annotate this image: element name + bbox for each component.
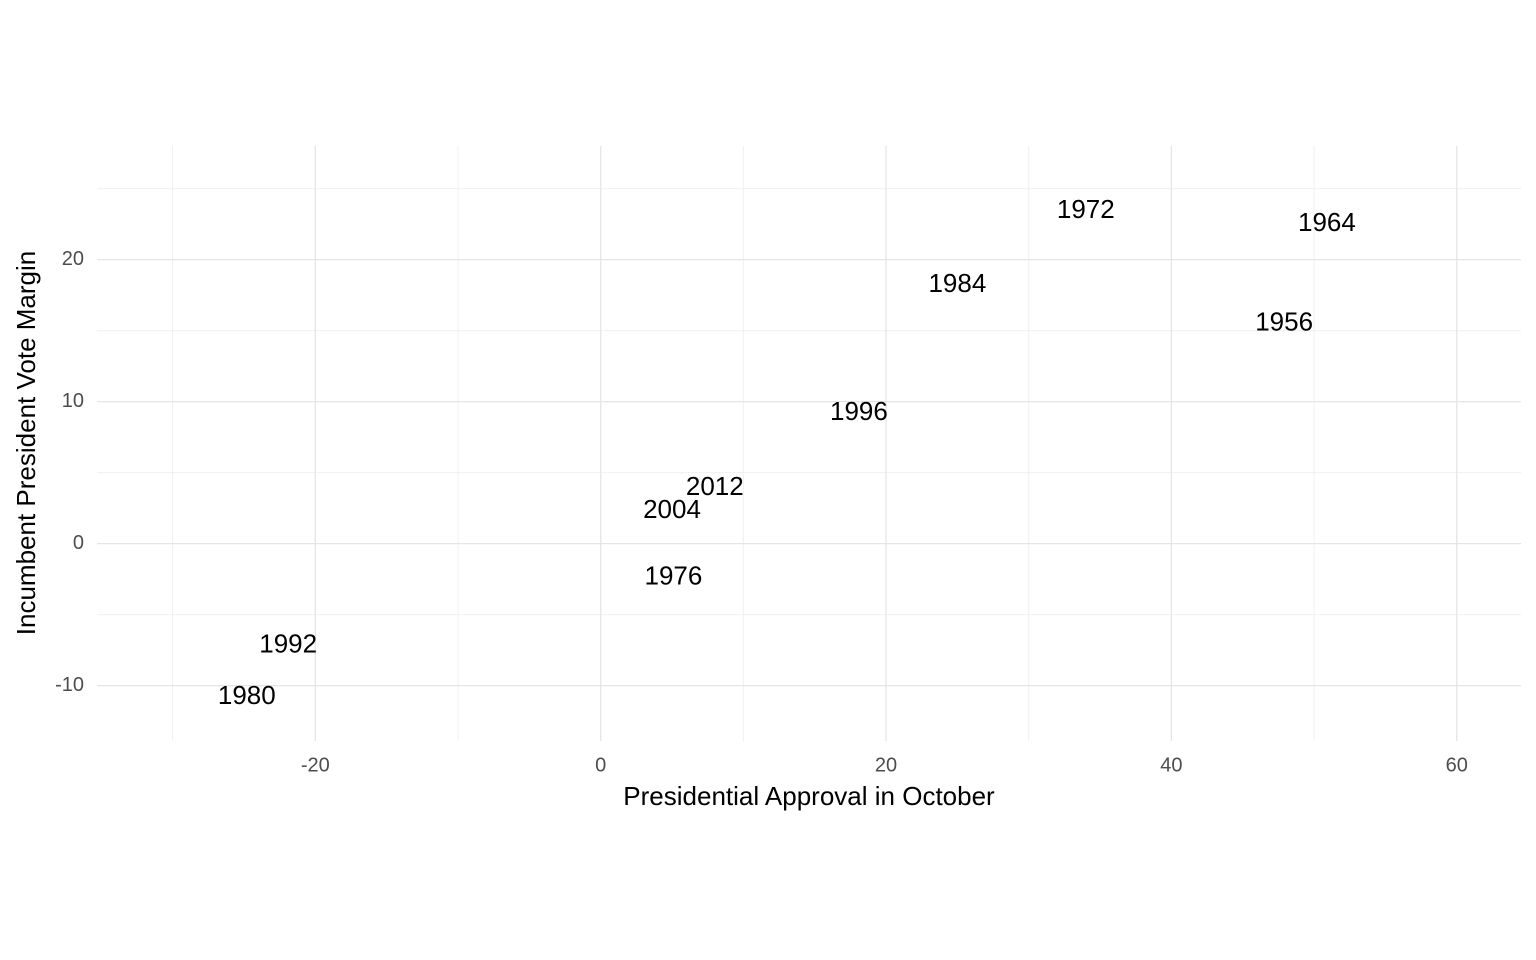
point-label: 1984 [928, 268, 986, 298]
y-tick-label: 0 [73, 532, 84, 554]
y-axis-title: Incumbent President Vote Margin [11, 251, 41, 635]
point-label: 1956 [1255, 306, 1313, 336]
x-tick-label: 20 [875, 754, 897, 776]
x-tick-label: 0 [595, 754, 606, 776]
point-label: 2004 [643, 494, 701, 524]
x-tick-label: 60 [1446, 754, 1468, 776]
point-label: 2012 [686, 471, 744, 501]
point-label: 1964 [1298, 207, 1356, 237]
y-tick-label: 10 [62, 390, 84, 412]
x-tick-label: -20 [301, 754, 330, 776]
x-axis-title: Presidential Approval in October [623, 781, 995, 811]
point-label: 1996 [830, 396, 888, 426]
y-tick-label: -10 [55, 674, 84, 696]
x-tick-label: 40 [1160, 754, 1182, 776]
point-label: 1992 [259, 629, 317, 659]
point-label: 1972 [1057, 194, 1115, 224]
y-tick-label: 20 [62, 248, 84, 270]
point-label: 1980 [218, 680, 276, 710]
point-label: 1976 [645, 561, 703, 591]
